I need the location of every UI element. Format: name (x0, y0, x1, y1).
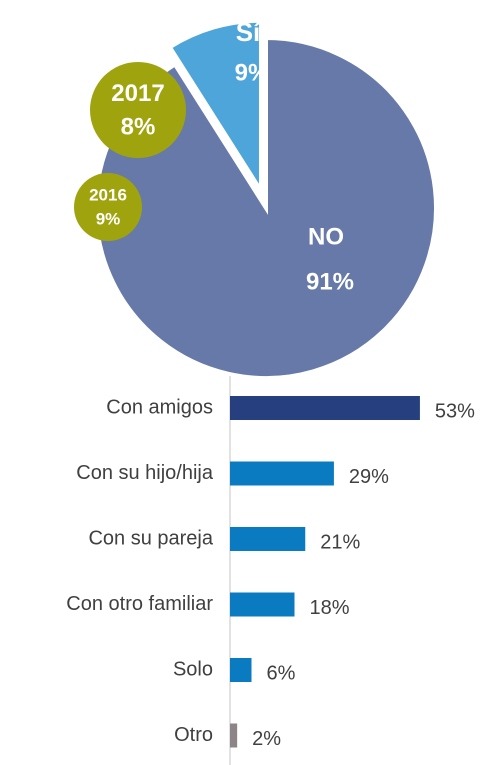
annotation-bubble (90, 62, 186, 158)
value-label: 29% (349, 466, 389, 488)
value-label: 53% (435, 400, 475, 422)
annotation-title: 2017 (111, 80, 164, 107)
value-label: 21% (320, 531, 360, 553)
category-label: Con su hijo/hija (76, 462, 214, 484)
category-label: Otro (174, 724, 213, 746)
category-label: Solo (173, 658, 213, 680)
annotation-text: 9% (96, 209, 121, 228)
value-label: 18% (310, 597, 350, 619)
bar (230, 396, 420, 420)
slice-value-label: 9% (235, 59, 270, 86)
category-label: Con amigos (106, 396, 213, 418)
bar (230, 461, 334, 486)
value-label: 6% (267, 662, 296, 684)
slice-label: NO (308, 223, 344, 250)
slice-value-label: 91% (306, 268, 354, 295)
annotation-bubble (74, 173, 142, 241)
slice-label: Sí (236, 17, 261, 47)
value-label: 2% (252, 728, 281, 750)
category-label: Con su pareja (88, 527, 213, 549)
pie-slice (167, 18, 263, 198)
category-label: Con otro familiar (66, 593, 213, 615)
bar (230, 658, 252, 682)
annotation-title: 2016 (89, 186, 127, 205)
bar (230, 723, 238, 748)
annotation-text: 8% (121, 114, 156, 141)
bar (230, 527, 306, 551)
bar (230, 592, 295, 617)
